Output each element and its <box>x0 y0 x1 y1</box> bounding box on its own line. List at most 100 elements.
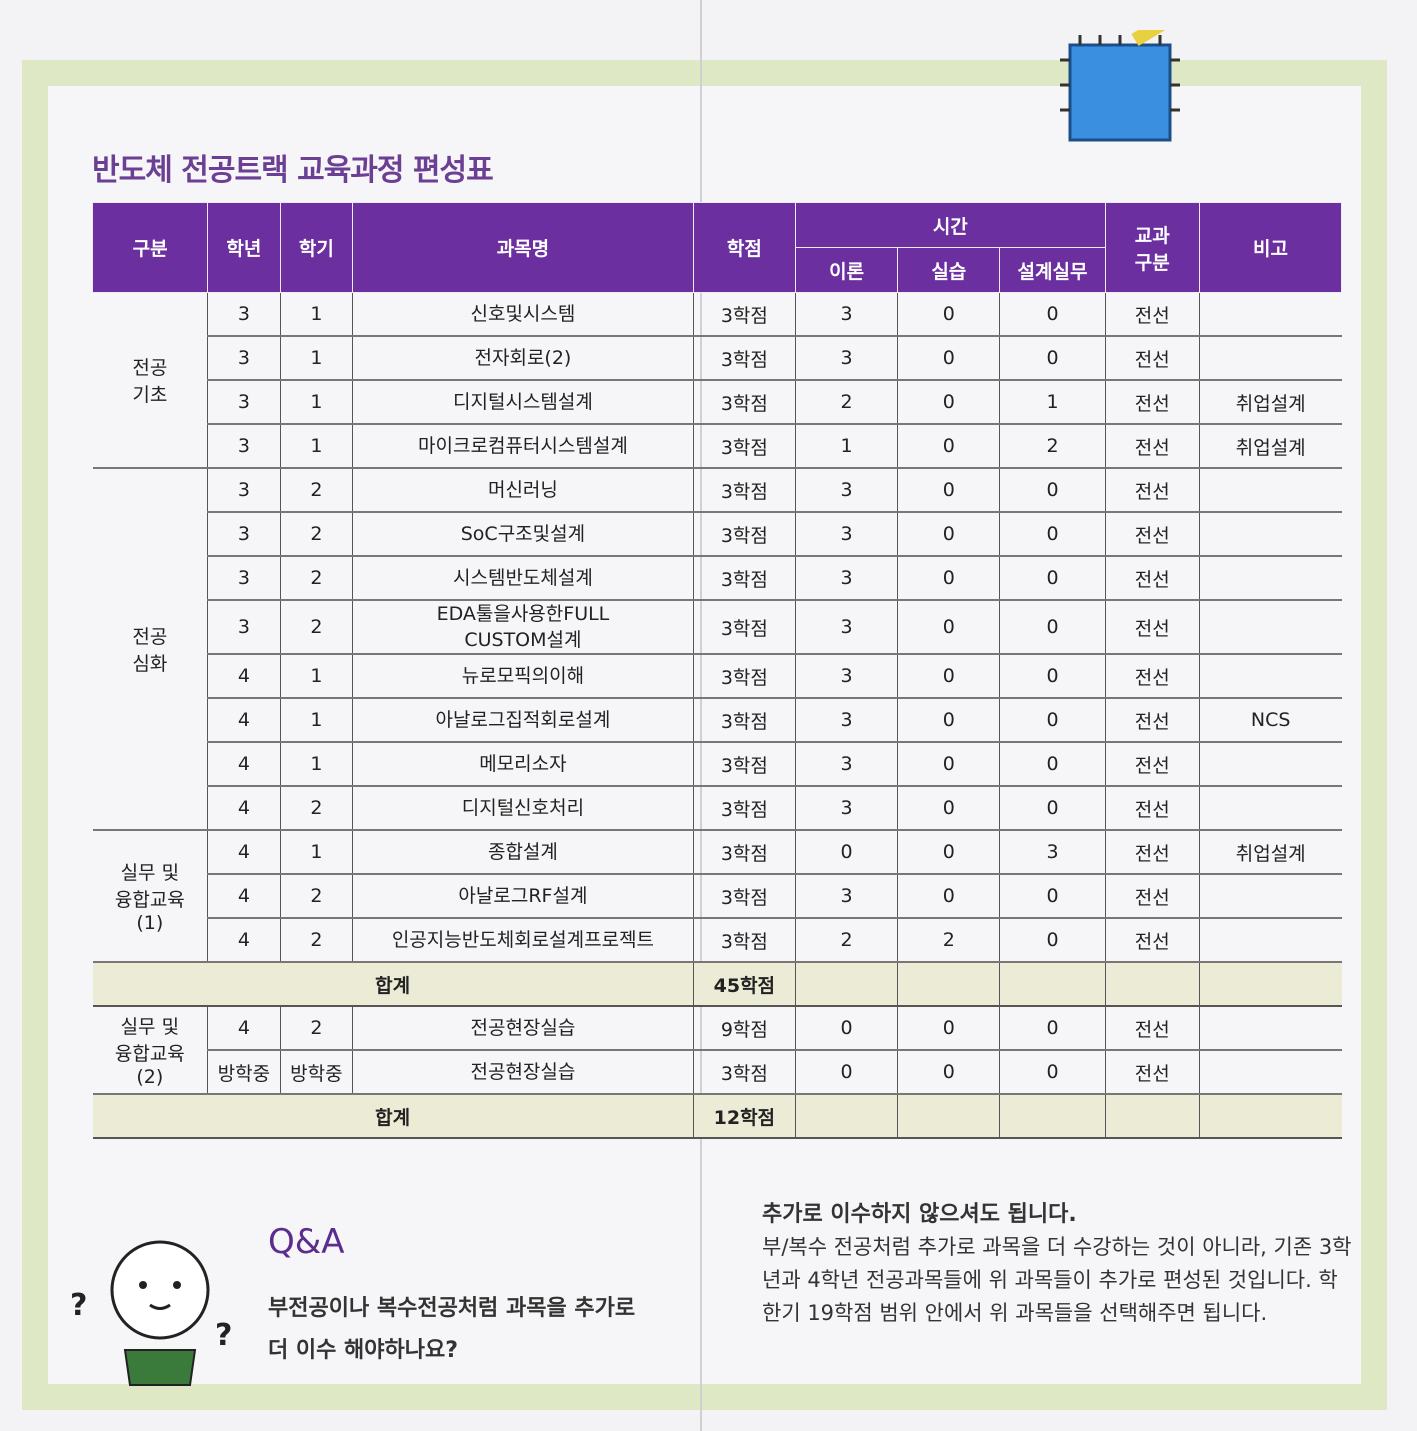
header-category: 구분 <box>91 202 209 293</box>
total-credits: 12학점 <box>692 1094 796 1139</box>
note-cell <box>1198 786 1342 831</box>
course-cell: 아날로그RF설계 <box>352 874 694 919</box>
course-type-cell: 전선 <box>1104 336 1200 381</box>
total-empty <box>1104 1094 1200 1139</box>
theory-cell: 3 <box>794 512 898 557</box>
credits-cell: 3학점 <box>692 600 796 655</box>
header-year: 학년 <box>207 202 281 293</box>
design-cell: 0 <box>999 786 1106 831</box>
practice-cell: 0 <box>897 468 1000 513</box>
course-type-cell: 전선 <box>1104 1050 1200 1095</box>
credits-cell: 3학점 <box>692 654 796 699</box>
credits-cell: 3학점 <box>692 556 796 601</box>
header-course-type: 교과 구분 <box>1104 202 1200 293</box>
course-type-cell: 전선 <box>1104 742 1200 787</box>
course-cell: 마이크로컴퓨터시스템설계 <box>352 424 694 469</box>
credits-cell: 3학점 <box>692 292 796 337</box>
year-cell: 3 <box>207 292 281 337</box>
course-type-cell: 전선 <box>1104 600 1200 655</box>
course-type-cell: 전선 <box>1104 1006 1200 1051</box>
header-practice: 실습 <box>897 247 1001 293</box>
year-cell: 4 <box>207 830 281 875</box>
course-type-cell: 전선 <box>1104 786 1200 831</box>
header-design: 설계실무 <box>999 247 1106 293</box>
table-row: 실무 및 융합교육 (1) 4 1 종합설계 3학점 0 0 3 전선 취업설계 <box>92 830 1342 963</box>
course-cell: 시스템반도체설계 <box>352 556 694 601</box>
semester-cell: 2 <box>279 786 353 831</box>
header-hours: 시간 <box>794 202 1106 248</box>
theory-cell: 3 <box>794 874 898 919</box>
header-credits: 학점 <box>692 202 796 293</box>
table-row: 전공 기초 3 1 신호및시스템 3학점 3 0 0 전선 <box>92 292 1342 469</box>
semester-cell: 2 <box>279 556 353 601</box>
category-cell: 전공 기초 <box>92 292 208 469</box>
year-cell: 4 <box>207 698 281 743</box>
credits-cell: 3학점 <box>692 512 796 557</box>
theory-cell: 3 <box>794 698 898 743</box>
table-body: 전공 기초 3 1 신호및시스템 3학점 3 0 0 전선 3 1 전자회로(2) 3학점 3 0 0 전선 3 1… <box>92 292 1342 1139</box>
credits-cell: 3학점 <box>692 468 796 513</box>
note-cell <box>1198 336 1342 381</box>
total-empty <box>1104 962 1200 1007</box>
year-cell: 4 <box>207 654 281 699</box>
practice-cell: 0 <box>897 654 1000 699</box>
tiger-mascot-illustration: ? ? <box>70 1240 232 1386</box>
credits-cell: 3학점 <box>692 918 796 963</box>
theory-cell: 3 <box>794 292 898 337</box>
total-empty <box>1198 962 1342 1007</box>
table-row: 4 2 디지털신호처리 3학점 3 0 0 전선 <box>93 786 1342 831</box>
table-row: 3 1 마이크로컴퓨터시스템설계 3학점 1 0 2 전선 취업설계 <box>93 424 1342 469</box>
credits-cell: 3학점 <box>692 1050 796 1095</box>
category-cell: 전공 심화 <box>92 468 208 831</box>
course-type-cell: 전선 <box>1104 424 1200 469</box>
note-cell <box>1198 1050 1342 1095</box>
theory-cell: 3 <box>794 336 898 381</box>
course-cell: SoC구조및설계 <box>352 512 694 557</box>
design-cell: 0 <box>999 512 1106 557</box>
practice-cell: 0 <box>897 698 1000 743</box>
semester-cell: 2 <box>279 918 353 963</box>
course-cell: 전공현장실습 <box>352 1006 694 1051</box>
design-cell: 0 <box>999 556 1106 601</box>
practice-cell: 0 <box>897 600 1000 655</box>
page-title: 반도체 전공트랙 교육과정 편성표 <box>92 153 494 188</box>
credits-cell: 9학점 <box>692 1006 796 1051</box>
total-empty <box>999 962 1106 1007</box>
semester-cell: 2 <box>279 600 353 655</box>
table-row: 4 2 아날로그RF설계 3학점 3 0 0 전선 <box>93 874 1342 919</box>
year-cell: 4 <box>207 786 281 831</box>
credits-cell: 3학점 <box>692 336 796 381</box>
course-type-cell: 전선 <box>1104 468 1200 513</box>
note-cell <box>1198 600 1342 655</box>
design-cell: 2 <box>999 424 1106 469</box>
table-row: 3 2 EDA툴을사용한FULL CUSTOM설계 3학점 3 0 0 전선 <box>93 600 1342 655</box>
credits-cell: 3학점 <box>692 424 796 469</box>
total-row: 합계 45학점 <box>92 962 1342 1007</box>
semester-cell: 1 <box>279 654 353 699</box>
year-cell: 3 <box>207 468 281 513</box>
theory-cell: 3 <box>794 468 898 513</box>
practice-cell: 0 <box>897 336 1000 381</box>
semester-cell: 1 <box>279 698 353 743</box>
total-label: 합계 <box>92 1094 694 1139</box>
table-row: 4 1 아날로그집적회로설계 3학점 3 0 0 전선 NCS <box>93 698 1342 743</box>
note-cell: 취업설계 <box>1198 380 1342 425</box>
course-type-cell: 전선 <box>1104 874 1200 919</box>
total-label: 합계 <box>92 962 694 1007</box>
semester-cell: 1 <box>279 292 353 337</box>
credits-cell: 3학점 <box>692 874 796 919</box>
credits-cell: 3학점 <box>692 698 796 743</box>
credits-cell: 3학점 <box>692 830 796 875</box>
course-cell: 신호및시스템 <box>352 292 694 337</box>
year-cell: 4 <box>207 918 281 963</box>
header-semester: 학기 <box>279 202 354 293</box>
semester-cell: 1 <box>279 380 353 425</box>
total-credits: 45학점 <box>692 962 796 1007</box>
note-cell: 취업설계 <box>1198 424 1342 469</box>
qa-answer-body: 부/복수 전공처럼 추가로 과목을 더 수강하는 것이 아니라, 기존 3학년과… <box>762 1235 1352 1325</box>
course-type-cell: 전선 <box>1104 918 1200 963</box>
year-cell: 3 <box>207 600 281 655</box>
design-cell: 0 <box>999 336 1106 381</box>
semester-cell: 방학중 <box>279 1050 353 1095</box>
category-cell: 실무 및 융합교육 (2) <box>92 1006 208 1095</box>
